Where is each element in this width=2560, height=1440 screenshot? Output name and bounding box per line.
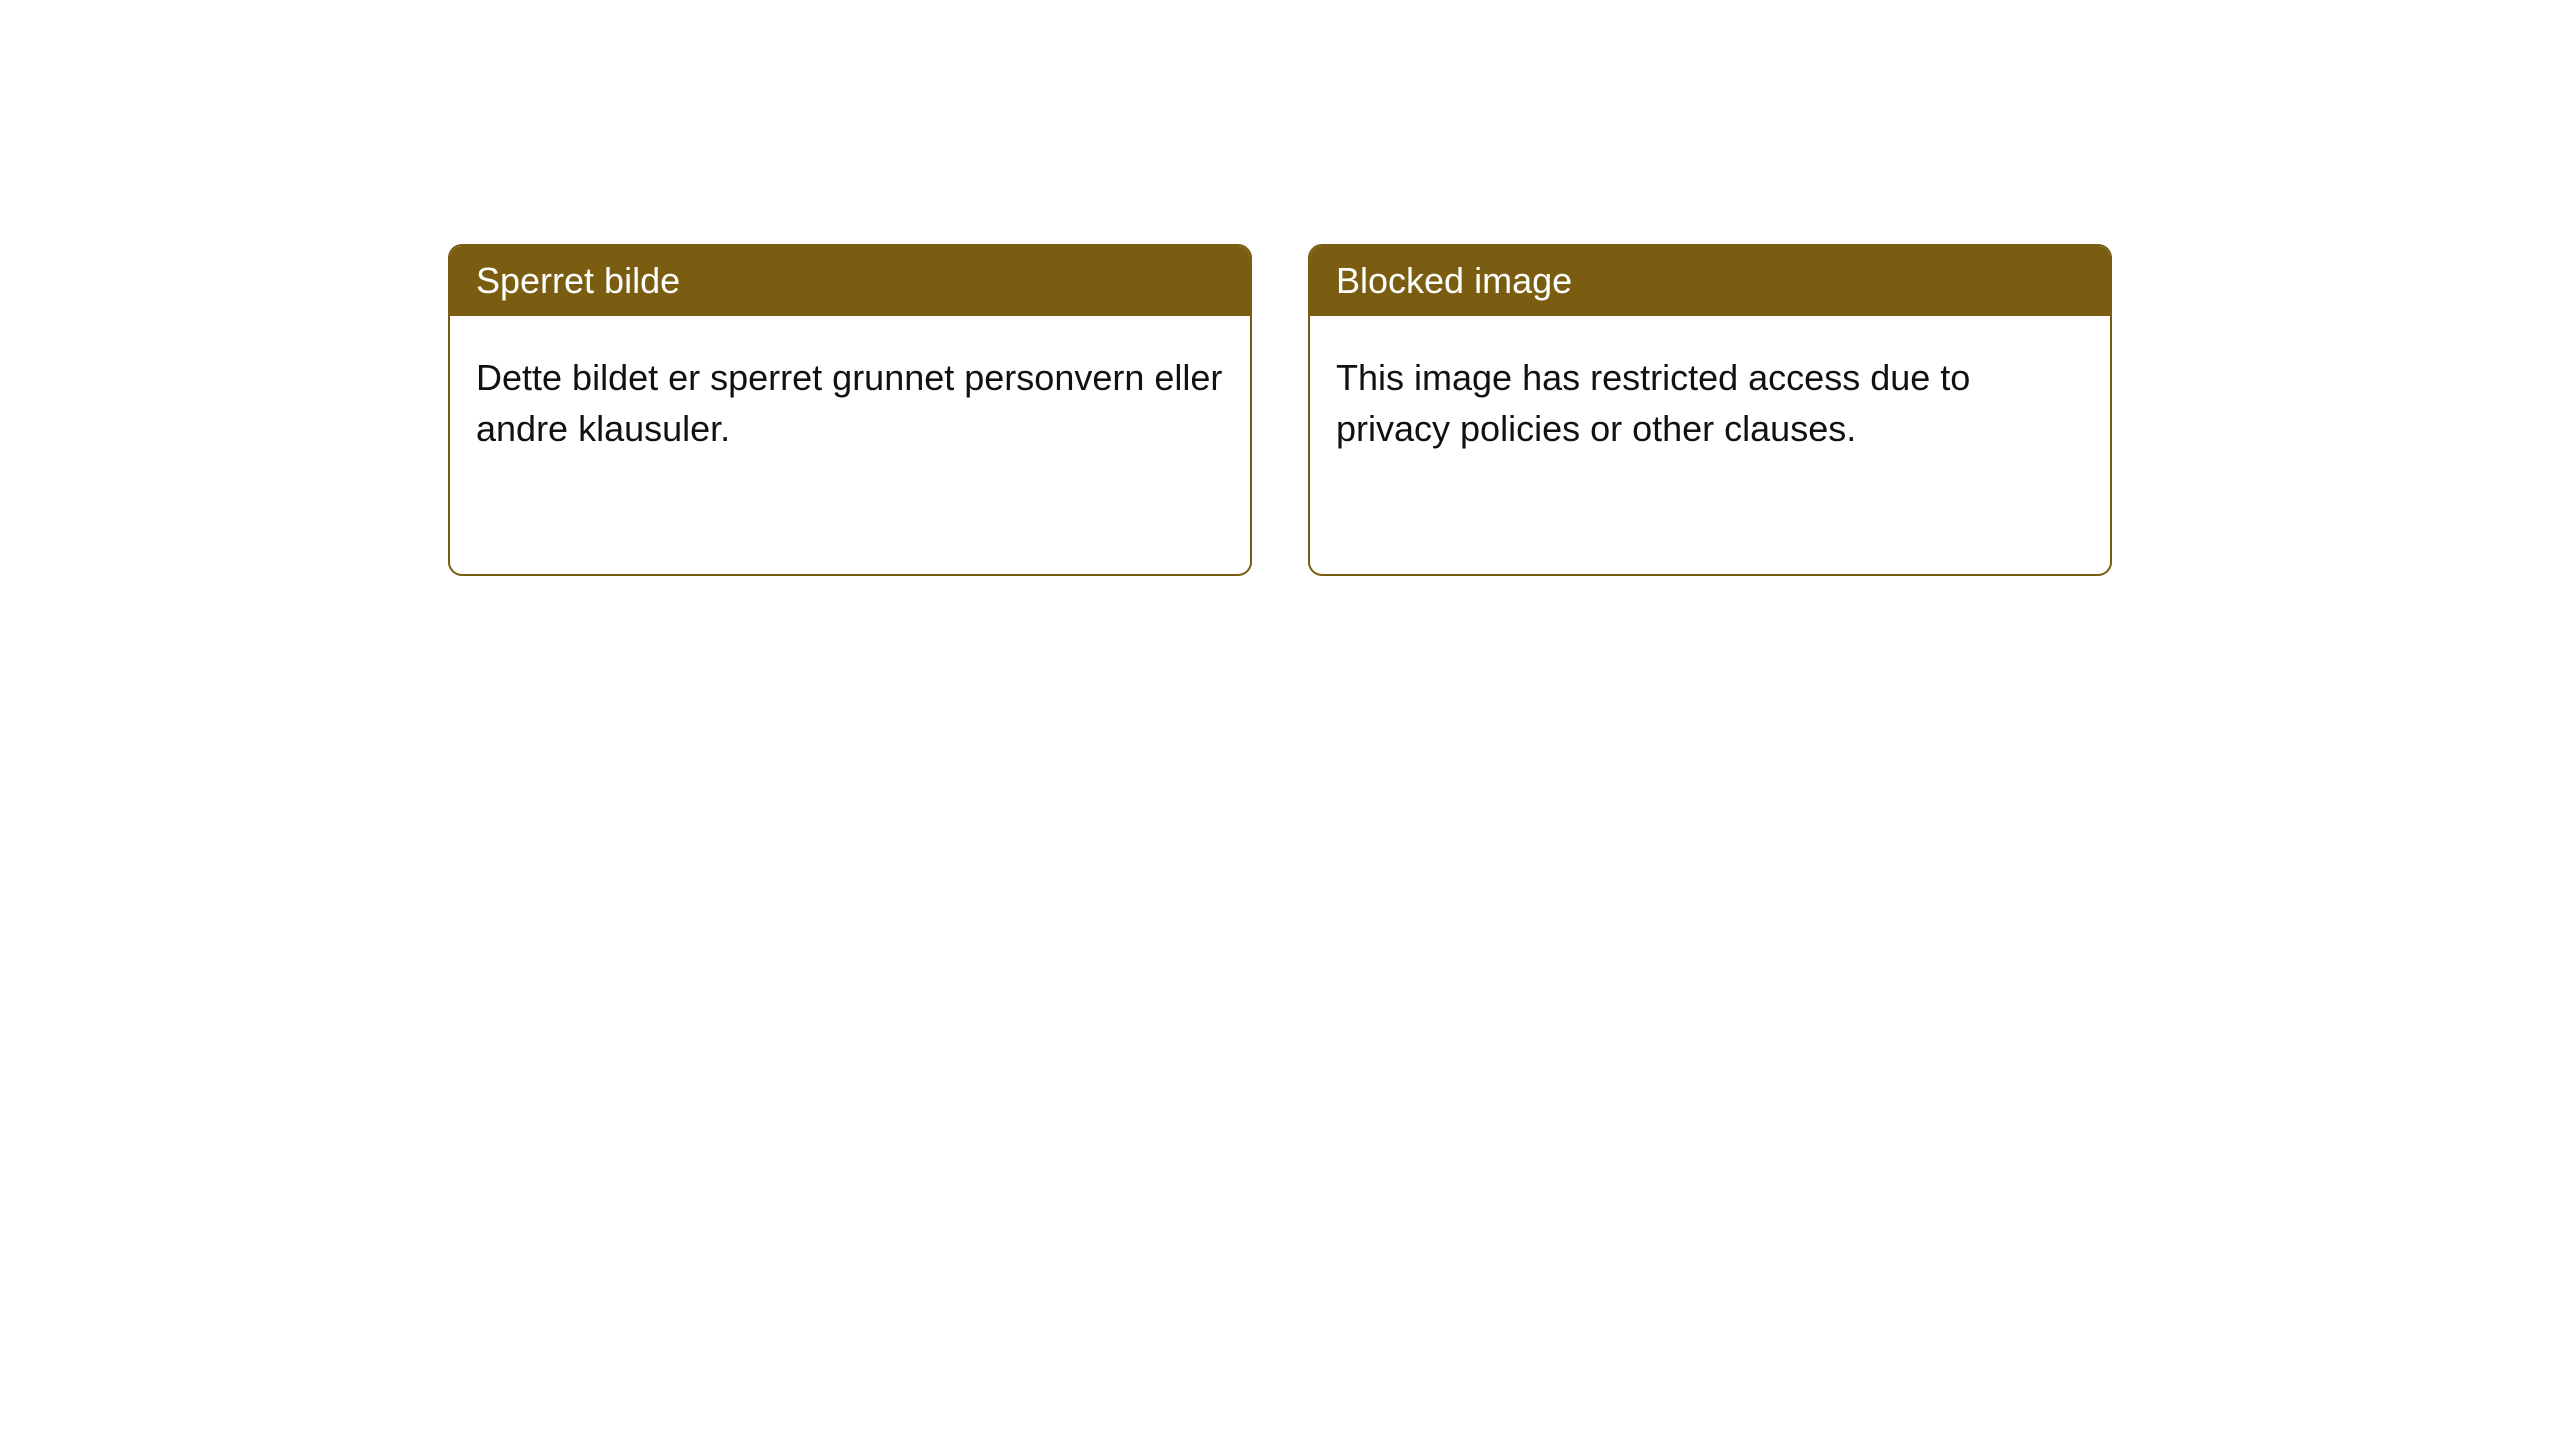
blocked-image-card-en: Blocked image This image has restricted … — [1308, 244, 2112, 576]
blocked-image-cards: Sperret bilde Dette bildet er sperret gr… — [448, 244, 2560, 576]
card-body-no: Dette bildet er sperret grunnet personve… — [450, 316, 1250, 490]
card-body-en: This image has restricted access due to … — [1310, 316, 2110, 490]
card-title-no: Sperret bilde — [450, 246, 1250, 316]
card-title-en: Blocked image — [1310, 246, 2110, 316]
blocked-image-card-no: Sperret bilde Dette bildet er sperret gr… — [448, 244, 1252, 576]
